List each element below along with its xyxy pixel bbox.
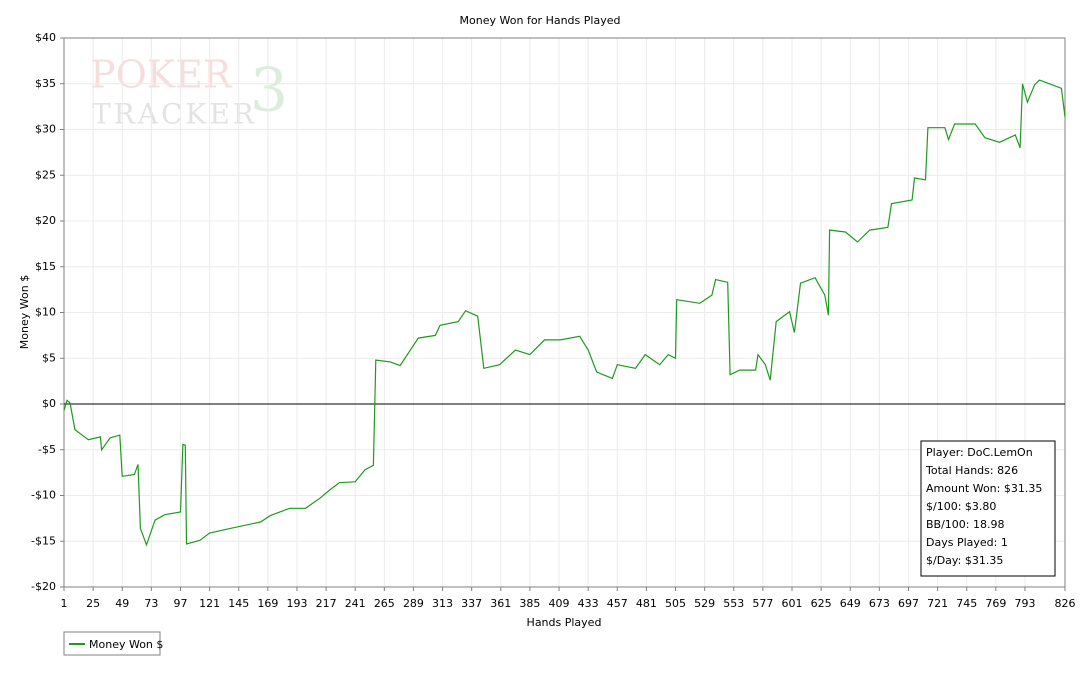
- x-tick-label: 73: [144, 597, 158, 610]
- x-tick-label: 625: [811, 597, 832, 610]
- x-tick-label: 601: [782, 597, 803, 610]
- x-tick-label: 577: [752, 597, 773, 610]
- x-tick-label: 169: [257, 597, 278, 610]
- y-tick-label: $40: [35, 31, 56, 44]
- chart-title: Money Won for Hands Played: [460, 14, 621, 27]
- y-tick-label: -$10: [31, 489, 56, 502]
- data-line: [63, 79, 1066, 547]
- x-tick-label: 529: [694, 597, 715, 610]
- stats-line: BB/100: 18.98: [926, 518, 1005, 531]
- y-tick-label: -$5: [38, 443, 56, 456]
- x-tick-label: 553: [723, 597, 744, 610]
- watermark: POKER TRACKER 3: [90, 53, 288, 131]
- x-tick-label: 337: [461, 597, 482, 610]
- x-tick-label: 793: [1014, 597, 1035, 610]
- stats-line: Days Played: 1: [926, 536, 1008, 549]
- x-tick-label: 481: [636, 597, 657, 610]
- x-tick-label: 313: [432, 597, 453, 610]
- x-tick-label: 25: [86, 597, 100, 610]
- x-tick-label: 289: [403, 597, 424, 610]
- x-tick-label: 409: [549, 597, 570, 610]
- x-tick-label: 145: [228, 597, 249, 610]
- y-tick-label: -$20: [31, 580, 56, 593]
- x-tick-label: 769: [985, 597, 1006, 610]
- x-tick-label: 826: [1055, 597, 1076, 610]
- x-tick-label: 721: [927, 597, 948, 610]
- x-tick-label: 673: [869, 597, 890, 610]
- watermark-text: TRACKER: [92, 98, 257, 131]
- plot-frame: [63, 37, 1066, 588]
- x-tick-label: 49: [115, 597, 129, 610]
- x-tick-label: 505: [665, 597, 686, 610]
- watermark-text: POKER: [90, 53, 233, 97]
- x-tick-label: 385: [519, 597, 540, 610]
- x-tick-label: 241: [345, 597, 366, 610]
- x-tick-label: 97: [173, 597, 187, 610]
- y-tick-label: -$15: [31, 534, 56, 547]
- y-tick-label: $15: [35, 260, 56, 273]
- legend-label: Money Won $: [89, 638, 163, 651]
- x-tick-label: 457: [607, 597, 628, 610]
- legend-box: [63, 631, 161, 656]
- y-tick-label: $35: [35, 77, 56, 90]
- stats-line: $/100: $3.80: [926, 500, 996, 513]
- stats-line: Player: DoC.LemOn: [926, 446, 1033, 459]
- stats-line: Amount Won: $31.35: [926, 482, 1042, 495]
- x-tick-label: 121: [199, 597, 220, 610]
- y-tick-label: $10: [35, 306, 56, 319]
- y-tick-label: $0: [42, 397, 56, 410]
- x-tick-label: 433: [578, 597, 599, 610]
- x-tick-label: 745: [956, 597, 977, 610]
- x-axis-label: Hands Played: [527, 616, 602, 629]
- y-axis-label: Money Won $: [18, 275, 31, 349]
- y-tick-label: $5: [42, 351, 56, 364]
- x-tick-label: 1: [61, 597, 68, 610]
- stats-box: [920, 440, 1056, 577]
- y-tick-label: $30: [35, 123, 56, 136]
- y-tick-label: $20: [35, 214, 56, 227]
- x-tick-label: 265: [374, 597, 395, 610]
- x-tick-label: 697: [898, 597, 919, 610]
- x-tick-label: 649: [840, 597, 861, 610]
- watermark-text: 3: [250, 56, 288, 126]
- x-tick-label: 193: [286, 597, 307, 610]
- stats-line: $/Day: $31.35: [926, 554, 1003, 567]
- stats-line: Total Hands: 826: [925, 464, 1018, 477]
- x-tick-label: 217: [316, 597, 337, 610]
- y-tick-label: $25: [35, 168, 56, 181]
- x-tick-label: 361: [490, 597, 511, 610]
